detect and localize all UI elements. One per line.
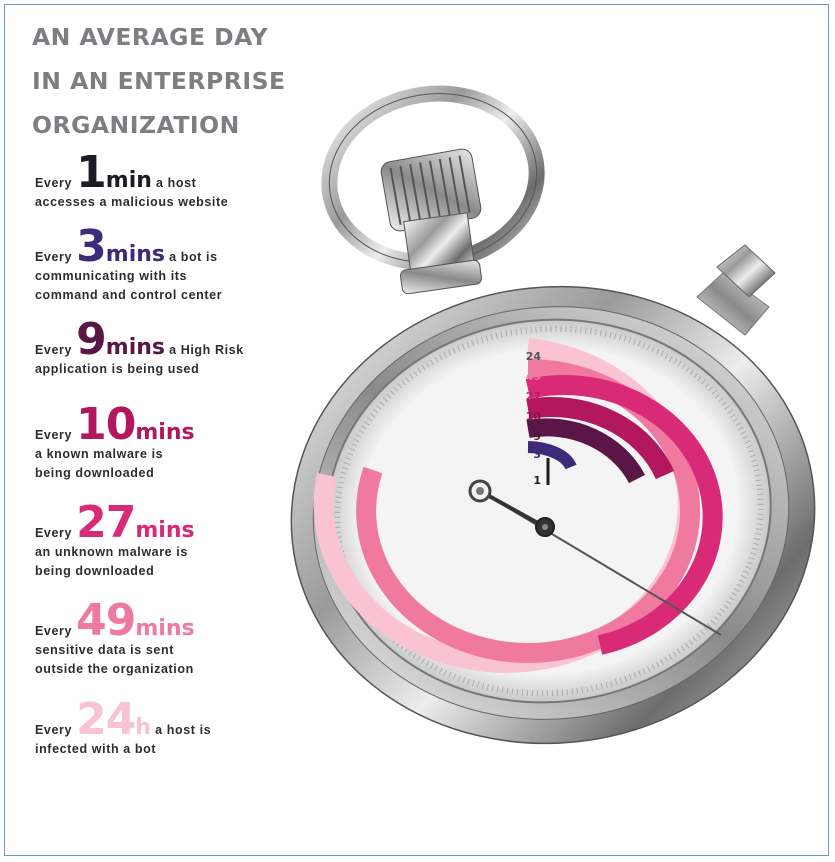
stat-description: being downloaded bbox=[35, 564, 155, 578]
stat-number: 24 bbox=[76, 694, 136, 745]
stat-unit: mins bbox=[135, 420, 195, 445]
stat-unit: mins bbox=[135, 518, 195, 543]
ring-9 bbox=[526, 418, 645, 484]
ring-10 bbox=[526, 396, 675, 480]
winding-crown bbox=[380, 148, 483, 295]
dial-label: 9 bbox=[533, 430, 541, 443]
stat-description: communicating with its bbox=[35, 269, 188, 283]
dial-rings bbox=[313, 338, 723, 673]
stat-item-9mins: Every 9mins a High Risk application is b… bbox=[35, 318, 244, 379]
stat-number: 3 bbox=[76, 221, 107, 272]
stat-number: 27 bbox=[76, 497, 136, 548]
dial-label: 49 bbox=[526, 370, 541, 383]
stat-description: sensitive data is sent bbox=[35, 643, 174, 657]
stat-unit: min bbox=[105, 168, 152, 193]
stat-description: being downloaded bbox=[35, 466, 155, 480]
dial-label: 10 bbox=[526, 410, 542, 423]
stat-prefix: Every bbox=[35, 723, 73, 737]
stat-prefix: Every bbox=[35, 624, 73, 638]
dial-label: 27 bbox=[526, 390, 541, 403]
stat-number: 1 bbox=[76, 147, 107, 198]
stat-unit: mins bbox=[135, 616, 195, 641]
stat-item-3mins: Every 3mins a bot is communicating with … bbox=[35, 225, 223, 305]
stat-description: outside the organization bbox=[35, 662, 194, 676]
stat-item-1min: Every 1min a host accesses a malicious w… bbox=[35, 151, 229, 212]
watch-case bbox=[290, 285, 816, 745]
dial-label: 24 bbox=[526, 350, 542, 363]
stat-unit: mins bbox=[105, 335, 165, 360]
stat-prefix: Every bbox=[35, 343, 73, 357]
stat-description: accesses a malicious website bbox=[35, 195, 229, 209]
stat-description: a known malware is bbox=[35, 447, 164, 461]
infographic-frame: 24 49 27 10 9 3 1 AN AVERAGE DAY IN AN E… bbox=[4, 4, 829, 856]
stat-tail: a High Risk bbox=[169, 343, 244, 357]
stat-description: application is being used bbox=[35, 362, 200, 376]
stat-unit: mins bbox=[105, 242, 165, 267]
stopwatch-illustration: 24 49 27 10 9 3 1 bbox=[290, 85, 816, 745]
stat-prefix: Every bbox=[35, 250, 73, 264]
side-button bbox=[696, 244, 776, 336]
stat-item-27mins: Every 27mins an unknown malware is being… bbox=[35, 501, 195, 581]
stat-unit: h bbox=[135, 715, 152, 740]
stat-prefix: Every bbox=[35, 526, 73, 540]
stat-description: an unknown malware is bbox=[35, 545, 188, 559]
stat-item-24h: Every 24h a host is infected with a bot bbox=[35, 698, 212, 759]
stat-prefix: Every bbox=[35, 428, 73, 442]
dial-label: 3 bbox=[533, 448, 541, 461]
ring-27 bbox=[525, 375, 723, 655]
stat-item-10mins: Every 10mins a known malware is being do… bbox=[35, 403, 195, 483]
dial-labels: 24 49 27 10 9 3 1 bbox=[526, 350, 542, 487]
stat-item-49mins: Every 49mins sensitive data is sent outs… bbox=[35, 599, 195, 679]
ring-3 bbox=[527, 441, 577, 470]
stat-number: 10 bbox=[76, 399, 136, 450]
stat-description: command and control center bbox=[35, 288, 223, 302]
page-title: AN AVERAGE DAY IN AN ENTERPRISE ORGANIZA… bbox=[32, 23, 286, 139]
stat-number: 9 bbox=[76, 314, 107, 365]
stat-tail: a host bbox=[155, 176, 197, 190]
stopwatch-hands bbox=[468, 479, 722, 636]
stat-description: infected with a bot bbox=[35, 742, 157, 756]
stat-tail: a host is bbox=[155, 723, 212, 737]
stat-number: 49 bbox=[76, 595, 136, 646]
stat-tail: a bot is bbox=[169, 250, 218, 264]
dial-label: 1 bbox=[533, 474, 541, 487]
stat-prefix: Every bbox=[35, 176, 73, 190]
